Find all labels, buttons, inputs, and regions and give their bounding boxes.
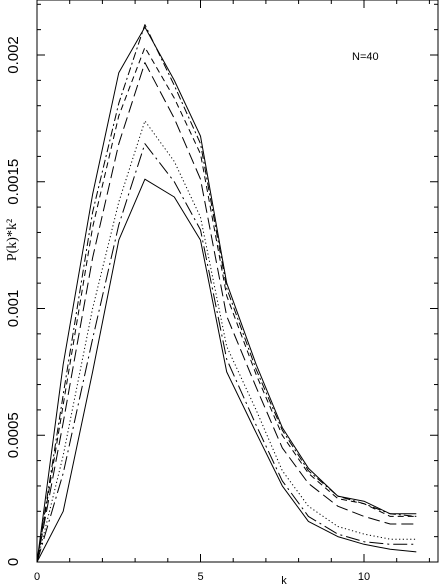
x-tick-label: 10 <box>358 571 370 583</box>
series-line-6 <box>36 143 417 563</box>
series-line-1 <box>36 26 417 563</box>
y-axis-title: P(k)*k² <box>5 219 20 261</box>
annotation-label: N=40 <box>352 51 379 63</box>
y-tick-label: 0.0015 <box>5 159 22 205</box>
series-line-2 <box>36 24 417 563</box>
tick-labels: 0 5 10 0 0.0005 0.001 0.0015 0.002 <box>5 36 370 583</box>
y-tick-label: 0 <box>5 558 22 566</box>
y-tick-label: 0.002 <box>5 36 22 74</box>
y-tick-label: 0.0005 <box>5 412 22 458</box>
tick-marks <box>36 0 438 563</box>
x-tick-label: 5 <box>197 571 203 583</box>
series-line-3 <box>36 46 417 563</box>
y-tick-label: 0.001 <box>5 290 22 328</box>
series-line-7 <box>36 178 417 563</box>
x-axis-title: k <box>281 575 287 586</box>
series-line-4 <box>36 62 417 563</box>
plot-frame <box>36 0 439 563</box>
series-layer <box>36 24 417 563</box>
x-tick-label: 0 <box>34 571 40 583</box>
series-line-5 <box>36 120 417 563</box>
